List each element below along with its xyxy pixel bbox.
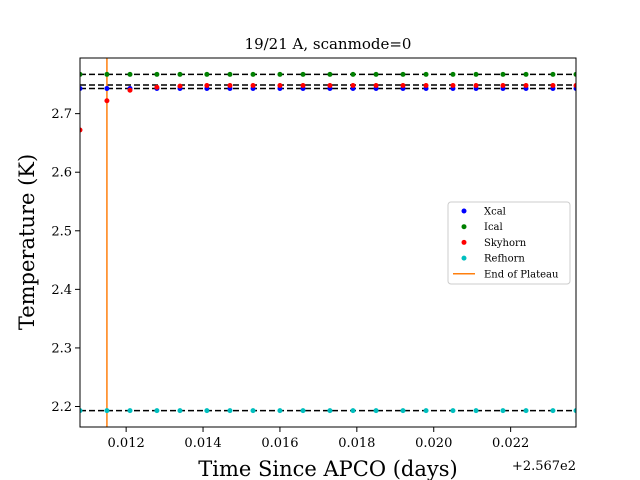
x-offset-label: +2.567e2	[512, 459, 576, 474]
data-point-ical	[400, 71, 406, 77]
data-point-refhorn	[300, 408, 306, 414]
data-point-refhorn	[473, 408, 479, 414]
legend-label: Ical	[484, 222, 503, 233]
data-point-refhorn	[400, 408, 406, 414]
data-point-ical	[373, 71, 379, 77]
legend-label: Xcal	[484, 207, 506, 218]
data-point-ical	[154, 71, 160, 77]
legend-marker-xcal	[461, 208, 467, 214]
data-point-refhorn	[127, 408, 133, 414]
legend-label: Refhorn	[484, 254, 525, 265]
data-point-ical	[300, 71, 306, 77]
data-point-refhorn	[277, 408, 283, 414]
data-point-ical	[277, 71, 283, 77]
data-point-xcal	[80, 85, 83, 91]
data-point-refhorn	[104, 408, 110, 414]
data-point-refhorn	[204, 408, 210, 414]
data-point-refhorn	[227, 408, 233, 414]
data-point-skyhorn	[104, 98, 110, 104]
data-point-skyhorn	[80, 127, 83, 133]
data-point-ical	[227, 71, 233, 77]
data-point-refhorn	[373, 408, 379, 414]
legend-marker-skyhorn	[461, 239, 467, 245]
legend-marker-refhorn	[461, 255, 467, 261]
x-tick-label: 0.014	[184, 436, 221, 451]
data-point-refhorn	[177, 408, 183, 414]
data-point-refhorn	[327, 408, 333, 414]
data-point-skyhorn	[277, 83, 283, 89]
data-point-skyhorn	[154, 84, 160, 90]
data-point-skyhorn	[204, 83, 210, 89]
data-point-refhorn	[523, 408, 529, 414]
data-point-skyhorn	[373, 83, 379, 89]
y-tick-label: 2.7	[51, 107, 72, 122]
data-point-refhorn	[80, 408, 83, 414]
legend-marker-ical	[461, 224, 467, 230]
data-point-ical	[350, 71, 356, 77]
data-point-refhorn	[350, 408, 356, 414]
data-point-refhorn	[423, 408, 429, 414]
data-point-refhorn	[250, 408, 256, 414]
legend-label: End of Plateau	[484, 269, 559, 280]
y-tick-label: 2.5	[51, 224, 72, 239]
data-point-refhorn	[550, 408, 556, 414]
legend: Xcal Ical Skyhorn Refhorn End of Plateau	[447, 201, 571, 285]
legend-label: Skyhorn	[484, 238, 527, 249]
x-tick-label: 0.020	[415, 436, 452, 451]
data-point-skyhorn	[500, 83, 506, 89]
data-point-skyhorn	[450, 83, 456, 89]
data-point-skyhorn	[327, 83, 333, 89]
data-point-ical	[104, 71, 110, 77]
data-point-ical	[80, 71, 83, 77]
x-tick-label: 0.016	[261, 436, 298, 451]
data-point-ical	[177, 71, 183, 77]
data-point-skyhorn	[573, 83, 576, 89]
y-axis-label: Temperature (K)	[15, 154, 39, 330]
data-point-skyhorn	[227, 83, 233, 89]
data-point-skyhorn	[250, 83, 256, 89]
x-axis-label: Time Since APCO (days)	[198, 457, 457, 480]
y-tick-label: 2.4	[51, 283, 72, 298]
data-point-ical	[523, 71, 529, 77]
data-point-skyhorn	[423, 83, 429, 89]
x-tick-label: 0.022	[492, 436, 529, 451]
data-point-skyhorn	[350, 83, 356, 89]
data-point-ical	[473, 71, 479, 77]
data-point-skyhorn	[523, 83, 529, 89]
data-point-refhorn	[450, 408, 456, 414]
data-point-refhorn	[154, 408, 160, 414]
y-tick-label: 2.6	[51, 166, 72, 181]
data-point-ical	[127, 71, 133, 77]
data-point-ical	[327, 71, 333, 77]
data-point-ical	[450, 71, 456, 77]
y-tick-label: 2.2	[51, 400, 72, 415]
chart-title: 19/21 A, scanmode=0	[245, 35, 412, 53]
data-point-ical	[573, 71, 576, 77]
data-point-skyhorn	[177, 83, 183, 89]
data-point-skyhorn	[300, 83, 306, 89]
plot-frame	[79, 57, 577, 428]
data-point-skyhorn	[473, 83, 479, 89]
data-point-ical	[204, 71, 210, 77]
data-point-ical	[423, 71, 429, 77]
data-point-refhorn	[500, 408, 506, 414]
legend-box	[447, 201, 571, 285]
data-point-skyhorn	[400, 83, 406, 89]
x-tick-label: 0.012	[108, 436, 145, 451]
data-point-skyhorn	[550, 83, 556, 89]
data-point-ical	[250, 71, 256, 77]
plot-area: 0.012 0.014 0.016 0.018 0.020 0.022 2.2 2.3 2.4 2…	[51, 58, 576, 451]
data-point-xcal	[104, 85, 110, 91]
data-point-skyhorn	[127, 87, 133, 93]
x-tick-label: 0.018	[338, 436, 375, 451]
y-tick-label: 2.3	[51, 341, 72, 356]
data-point-refhorn	[573, 408, 576, 414]
data-point-ical	[500, 71, 506, 77]
data-point-ical	[550, 71, 556, 77]
plot-content	[80, 58, 576, 427]
